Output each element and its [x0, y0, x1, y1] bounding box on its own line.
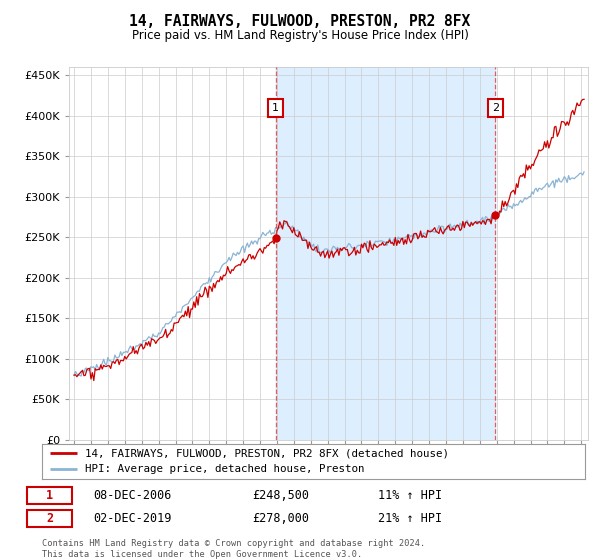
- Text: 11% ↑ HPI: 11% ↑ HPI: [378, 489, 442, 502]
- Text: Price paid vs. HM Land Registry's House Price Index (HPI): Price paid vs. HM Land Registry's House …: [131, 29, 469, 42]
- Text: £248,500: £248,500: [252, 489, 309, 502]
- FancyBboxPatch shape: [27, 487, 72, 504]
- Text: 14, FAIRWAYS, FULWOOD, PRESTON, PR2 8FX: 14, FAIRWAYS, FULWOOD, PRESTON, PR2 8FX: [130, 14, 470, 29]
- Text: 02-DEC-2019: 02-DEC-2019: [93, 512, 172, 525]
- Text: 21% ↑ HPI: 21% ↑ HPI: [378, 512, 442, 525]
- FancyBboxPatch shape: [27, 510, 72, 528]
- Text: 1: 1: [46, 489, 53, 502]
- Text: £278,000: £278,000: [252, 512, 309, 525]
- Bar: [275, 67, 496, 440]
- Text: 08-DEC-2006: 08-DEC-2006: [93, 489, 172, 502]
- Text: 14, FAIRWAYS, FULWOOD, PRESTON, PR2 8FX (detached house): 14, FAIRWAYS, FULWOOD, PRESTON, PR2 8FX …: [85, 449, 449, 459]
- Text: Contains HM Land Registry data © Crown copyright and database right 2024.
This d: Contains HM Land Registry data © Crown c…: [42, 539, 425, 559]
- Text: 2: 2: [46, 512, 53, 525]
- Text: 2: 2: [492, 102, 499, 113]
- Text: 1: 1: [272, 102, 279, 113]
- Text: HPI: Average price, detached house, Preston: HPI: Average price, detached house, Pres…: [85, 464, 365, 474]
